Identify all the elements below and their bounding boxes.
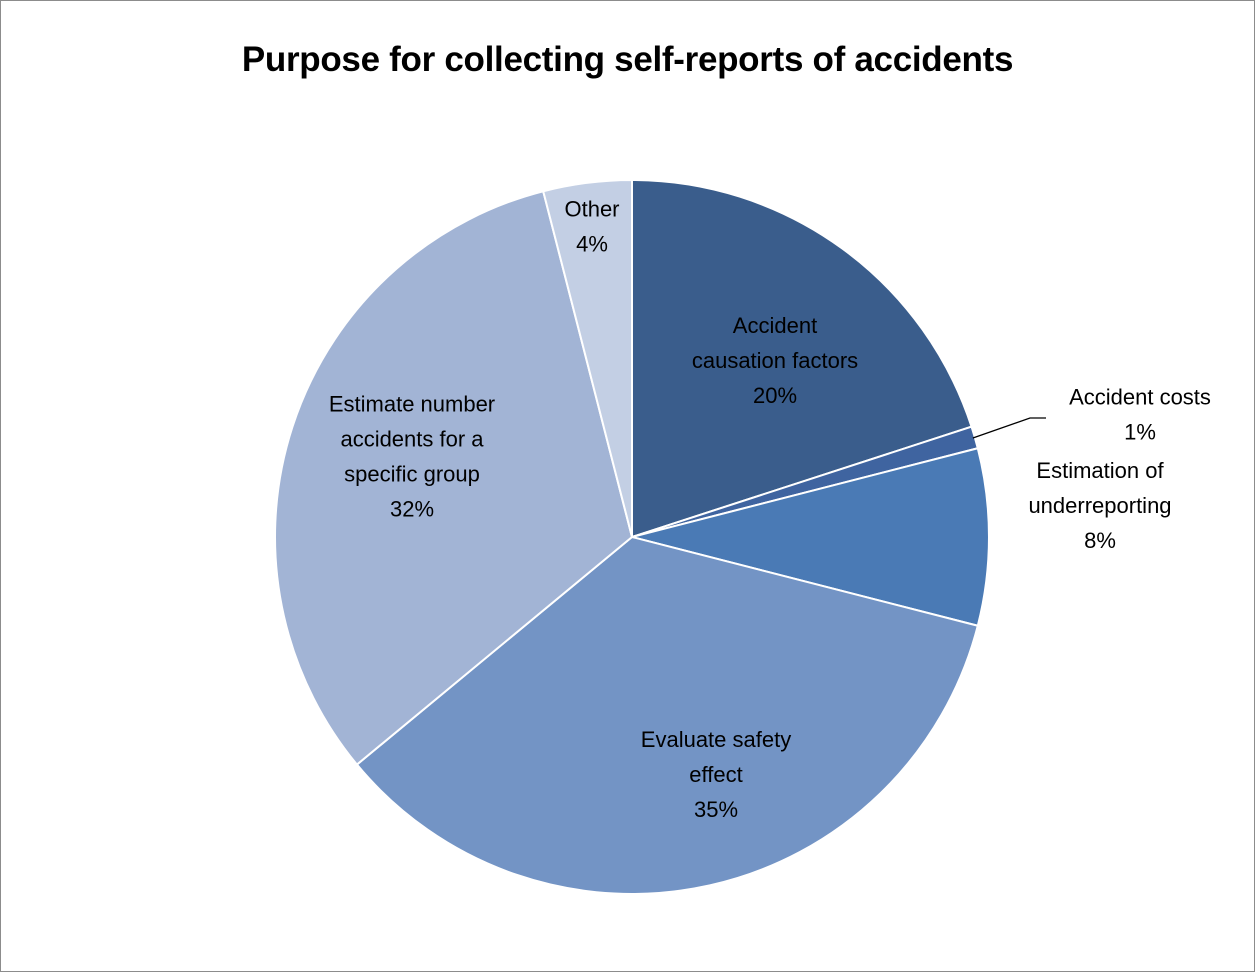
slice-name-label: causation factors	[692, 348, 858, 373]
pie-slice	[542, 178, 633, 538]
slice-name-label: accidents for a	[340, 426, 484, 451]
slice-percent-label: 35%	[694, 797, 738, 822]
slice-name-label: Evaluate safety	[641, 727, 791, 752]
pie-slice	[274, 190, 634, 766]
leader-line	[972, 417, 1046, 439]
pie-slice	[631, 178, 973, 539]
slice-percent-label: 4%	[576, 231, 608, 256]
slice-label: Other 4%	[564, 196, 619, 256]
slice-percent-label: 1%	[1124, 419, 1156, 444]
slice-name-label: Other	[564, 196, 619, 221]
slice-name-label: Accident	[733, 313, 817, 338]
slice-name-label: Estimation of	[1036, 458, 1164, 483]
slice-name-label: specific group	[344, 461, 480, 486]
slice-name-label: Accident costs	[1069, 384, 1211, 409]
slice-percent-label: 20%	[753, 383, 797, 408]
slice-label: Estimate number accidents for a specific g…	[329, 391, 495, 521]
slice-label: Accident costs 1%	[1069, 384, 1211, 444]
pie-slice	[355, 535, 979, 895]
chart-title: Purpose for collecting self-reports of a…	[241, 40, 1014, 79]
slice-label: Evaluate safety effect 35%	[641, 727, 791, 822]
slice-name-label: Estimate number	[329, 391, 495, 416]
slice-percent-label: 32%	[390, 496, 434, 521]
slice-percent-label: 8%	[1084, 528, 1116, 553]
slice-name-label: underreporting	[1028, 493, 1171, 518]
pie-slice	[631, 447, 990, 627]
slice-label: Accident causation factors 20%	[692, 313, 858, 408]
slice-name-label: effect	[689, 762, 742, 787]
slice-label: Estimation of underreporting 8%	[1028, 458, 1171, 553]
